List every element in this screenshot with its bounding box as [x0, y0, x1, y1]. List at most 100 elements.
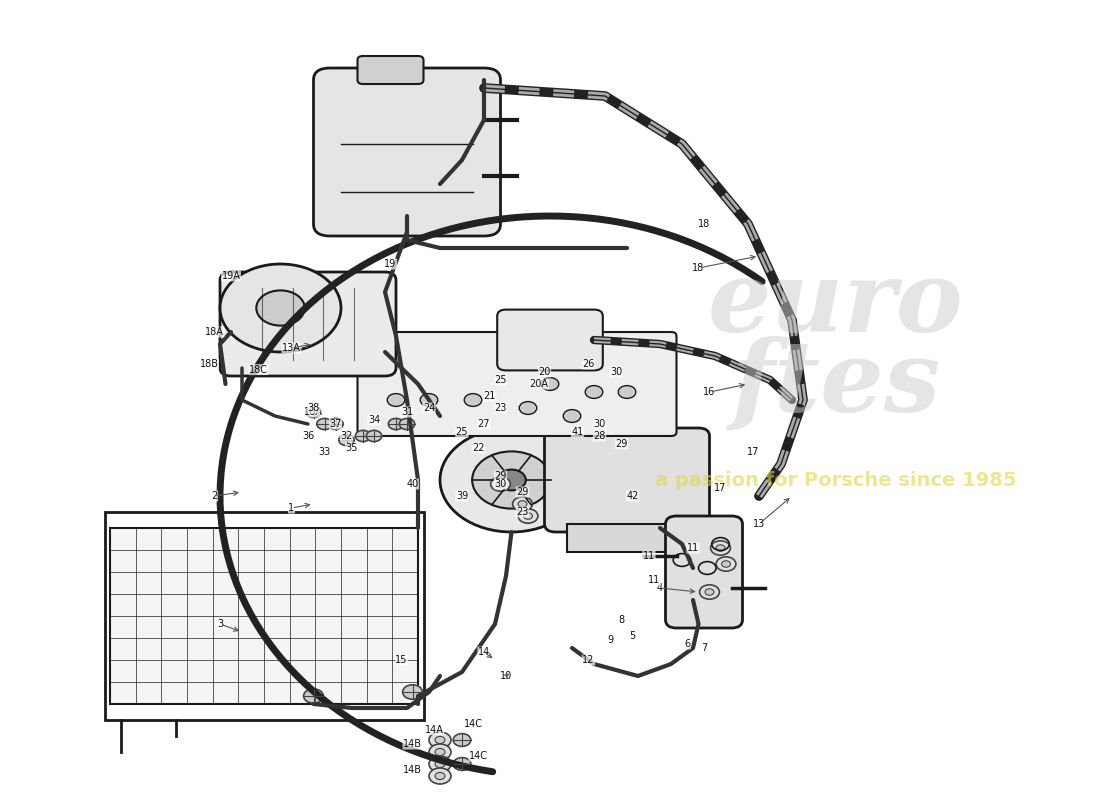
Circle shape	[519, 402, 537, 414]
Text: 14B: 14B	[403, 765, 422, 774]
Text: 30: 30	[494, 479, 507, 489]
Circle shape	[304, 689, 323, 703]
Text: 18: 18	[697, 219, 711, 229]
Circle shape	[585, 386, 603, 398]
Circle shape	[722, 561, 730, 567]
Text: 24: 24	[422, 403, 436, 413]
Circle shape	[434, 736, 444, 744]
Text: 14A: 14A	[425, 725, 444, 734]
Circle shape	[472, 451, 551, 509]
Text: 40: 40	[406, 479, 419, 489]
Text: 30: 30	[593, 419, 606, 429]
FancyBboxPatch shape	[358, 56, 424, 84]
FancyBboxPatch shape	[544, 428, 710, 532]
Circle shape	[220, 264, 341, 352]
Text: 38: 38	[307, 403, 320, 413]
Text: 35: 35	[345, 443, 359, 453]
Circle shape	[434, 749, 444, 755]
Circle shape	[700, 585, 719, 599]
Circle shape	[306, 406, 321, 418]
Text: 20: 20	[538, 367, 551, 377]
Circle shape	[716, 545, 725, 551]
Circle shape	[429, 744, 451, 760]
Text: 29: 29	[516, 487, 529, 497]
Text: ftes: ftes	[732, 336, 940, 432]
Text: 14B: 14B	[403, 739, 422, 749]
Text: 4: 4	[657, 583, 663, 593]
Text: 16: 16	[703, 387, 716, 397]
Text: 16A: 16A	[304, 407, 323, 417]
Bar	[110, 528, 418, 704]
Text: 19: 19	[384, 259, 397, 269]
Text: 10: 10	[499, 671, 513, 681]
Text: 1: 1	[288, 503, 295, 513]
Circle shape	[563, 410, 581, 422]
Text: 11: 11	[642, 551, 656, 561]
Circle shape	[491, 477, 510, 491]
Text: 42: 42	[626, 491, 639, 501]
Circle shape	[399, 418, 415, 430]
Circle shape	[366, 430, 382, 442]
Text: 34: 34	[367, 415, 381, 425]
Text: 25: 25	[494, 375, 507, 385]
Text: 5: 5	[629, 631, 636, 641]
Text: 39: 39	[455, 491, 469, 501]
FancyBboxPatch shape	[497, 310, 603, 370]
Text: 14C: 14C	[463, 719, 483, 729]
Text: 26: 26	[582, 359, 595, 369]
FancyBboxPatch shape	[314, 68, 501, 236]
FancyBboxPatch shape	[666, 516, 743, 628]
Circle shape	[339, 434, 354, 446]
Text: 3: 3	[217, 619, 223, 629]
Circle shape	[434, 773, 444, 779]
Text: 29: 29	[615, 439, 628, 449]
Circle shape	[524, 513, 532, 519]
Circle shape	[429, 768, 451, 784]
Text: 27: 27	[477, 419, 491, 429]
Text: euro: euro	[708, 256, 964, 352]
Text: 17: 17	[714, 483, 727, 493]
Circle shape	[328, 418, 343, 430]
Bar	[104, 512, 424, 720]
Text: 6: 6	[684, 639, 691, 649]
Text: 11: 11	[648, 575, 661, 585]
Circle shape	[256, 290, 305, 326]
Text: 28: 28	[593, 431, 606, 441]
Text: 32: 32	[340, 431, 353, 441]
Text: 18B: 18B	[199, 359, 219, 369]
Text: 15: 15	[395, 655, 408, 665]
Text: 29: 29	[494, 471, 507, 481]
Circle shape	[464, 394, 482, 406]
Text: 13A: 13A	[282, 343, 301, 353]
Text: 22: 22	[472, 443, 485, 453]
Text: 23: 23	[516, 507, 529, 517]
Circle shape	[618, 386, 636, 398]
Text: 36: 36	[301, 431, 315, 441]
Text: 41: 41	[571, 427, 584, 437]
Text: 30: 30	[609, 367, 623, 377]
Circle shape	[541, 378, 559, 390]
Circle shape	[440, 428, 583, 532]
Text: 17: 17	[747, 447, 760, 457]
Circle shape	[518, 509, 538, 523]
Text: 14: 14	[477, 647, 491, 657]
Circle shape	[420, 394, 438, 406]
Circle shape	[716, 557, 736, 571]
Text: 2: 2	[211, 491, 218, 501]
Circle shape	[429, 756, 451, 772]
Circle shape	[453, 758, 471, 770]
Text: 25: 25	[455, 427, 469, 437]
Circle shape	[403, 685, 422, 699]
Text: 18A: 18A	[205, 327, 224, 337]
Bar	[566, 524, 666, 552]
Circle shape	[355, 430, 371, 442]
Circle shape	[513, 497, 532, 511]
Text: 7: 7	[701, 643, 707, 653]
Circle shape	[388, 418, 404, 430]
Text: 18: 18	[692, 263, 705, 273]
Text: 31: 31	[400, 407, 414, 417]
Text: 21: 21	[483, 391, 496, 401]
Text: 37: 37	[329, 419, 342, 429]
Text: 20A: 20A	[529, 379, 549, 389]
Circle shape	[497, 470, 526, 490]
